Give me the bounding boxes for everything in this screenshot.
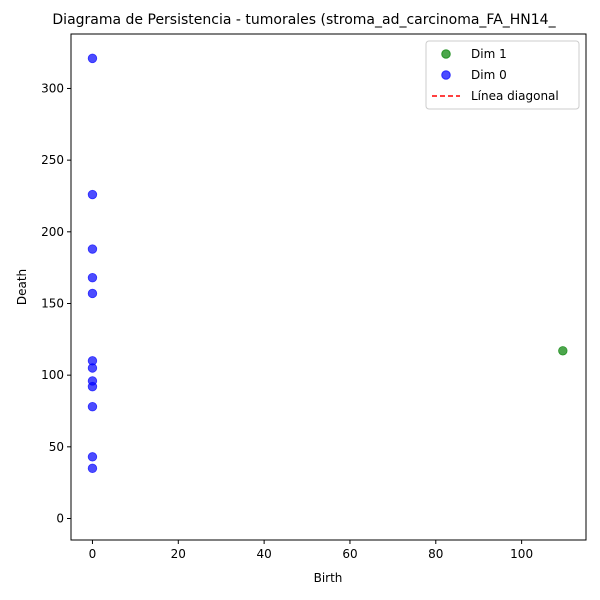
data-point-dim-0-8 [87, 381, 98, 392]
data-point-dim-0-0 [87, 53, 98, 64]
legend: Dim 1 Dim 0 Línea diagonal [425, 40, 580, 110]
legend-label: Dim 0 [471, 68, 507, 82]
y-tick-label: 50 [49, 440, 64, 454]
data-point-dim-0-11 [87, 463, 98, 474]
legend-box [425, 40, 580, 110]
data-point-dim-0-2 [87, 244, 98, 254]
plot-frame [70, 33, 587, 541]
legend-swatch-dim-0 [441, 70, 451, 80]
y-tick-label: 250 [41, 153, 64, 167]
data-point-dim-0-10 [87, 452, 98, 462]
x-tick-label: 0 [89, 547, 97, 561]
y-tick-label: 200 [41, 225, 64, 239]
y-tick-label: 0 [56, 511, 64, 525]
data-point-dim-0-4 [87, 288, 98, 299]
x-tick-label: 80 [428, 547, 443, 561]
data-point-dim-0-9 [87, 401, 98, 412]
data-point-dim-0-3 [87, 272, 98, 283]
data-point-dim-0-6 [87, 363, 98, 373]
x-tick-label: 100 [510, 547, 533, 561]
legend-swatch-dim-1 [441, 49, 451, 59]
legend-label: Dim 1 [471, 47, 507, 61]
legend-label: Línea diagonal [471, 89, 559, 103]
x-tick-label: 60 [342, 547, 357, 561]
y-tick-label: 150 [41, 296, 64, 310]
data-point-dim-1-0 [558, 346, 568, 356]
data-point-dim-0-1 [87, 189, 98, 200]
x-tick-label: 20 [171, 547, 186, 561]
x-axis-label: Birth [314, 571, 343, 585]
x-tick-label: 40 [256, 547, 271, 561]
y-axis-label: Death [15, 269, 29, 305]
y-tick-label: 100 [41, 368, 64, 382]
y-tick-label: 300 [41, 81, 64, 95]
chart-title: Diagrama de Persistencia - tumorales (st… [52, 12, 556, 28]
